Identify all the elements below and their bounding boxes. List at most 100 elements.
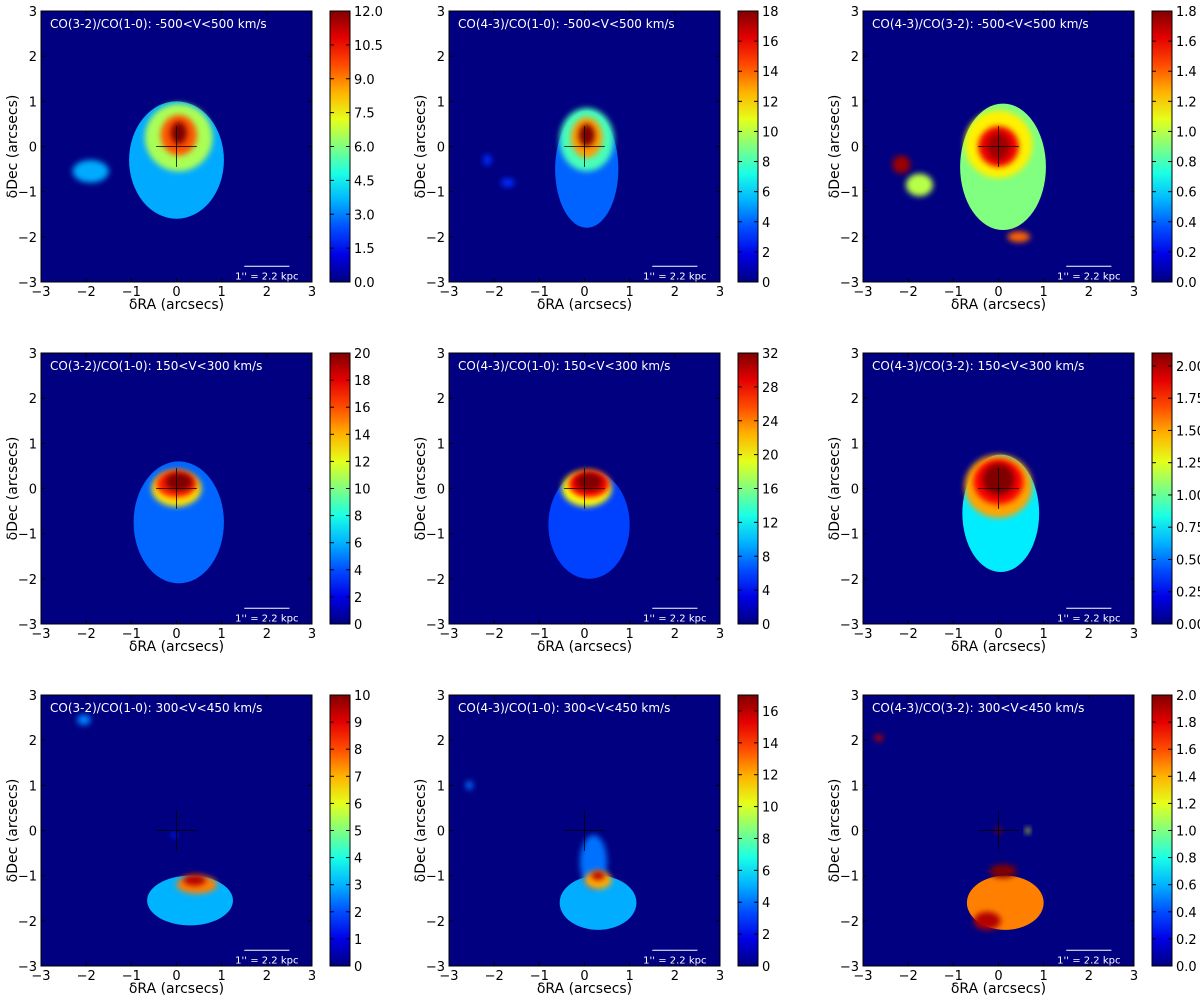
y-tick-label: 3 [29,347,37,362]
x-tick-label: 0 [994,627,1002,642]
y-tick-label: 3 [851,689,859,704]
y-tick-label: 2 [29,734,37,749]
colorbar-tick-label: 4 [762,216,770,231]
colorbar-tick-label: 4 [762,896,770,911]
colorbar-tick-label: 4 [354,564,362,579]
y-tick-label: −3 [18,960,37,975]
x-tick-label: −2 [77,285,96,300]
scale-bar-label: 1'' = 2.2 kpc [235,956,298,967]
y-tick-label: −3 [18,276,37,291]
colorbar-tick-label: 32 [762,347,779,362]
y-tick-label: 2 [437,734,445,749]
x-axis-label: δRA (arcsecs) [951,297,1046,313]
x-axis-label: δRA (arcsecs) [537,981,632,997]
colorbar-tick-label: 12.0 [354,5,383,20]
emission-region [165,472,193,491]
y-tick-label: 2 [851,734,859,749]
colorbar-tick-label: 10 [354,483,371,498]
colorbar [737,694,759,967]
x-tick-label: −3 [439,969,458,984]
y-axis-label: δDec (arcsecs) [413,95,429,199]
panel-title: CO(3-2)/CO(1-0): 300<V<450 km/s [50,701,262,715]
emission-region [183,874,206,886]
x-tick-label: 1 [218,285,226,300]
emission-region [559,875,637,930]
y-tick-label: −2 [426,915,445,930]
scale-bar-label: 1'' = 2.2 kpc [1057,956,1120,967]
colorbar-tick-label: 0.50 [1176,553,1200,568]
y-axis-label: δDec (arcsecs) [5,437,21,541]
x-tick-label: −1 [122,969,141,984]
scale-bar-label: 1'' = 2.2 kpc [235,272,298,283]
x-tick-label: −1 [530,969,549,984]
y-tick-label: −1 [840,186,859,201]
emission-region [591,871,605,881]
y-tick-label: −2 [18,915,37,930]
colorbar-tick-label: 20 [762,449,779,464]
y-axis-label: δDec (arcsecs) [827,95,843,199]
x-tick-label: 1 [626,285,634,300]
colorbar-tick-label: 0.8 [1176,852,1197,867]
y-tick-label: −1 [18,528,37,543]
emission-region [575,472,603,491]
colorbar-tick-label: 4.5 [354,174,375,189]
scale-bar-label: 1'' = 2.2 kpc [643,956,706,967]
colorbar-tick-label: 2 [762,928,770,943]
colorbar-tick-label: 0.00 [1176,618,1200,633]
y-tick-label: −3 [840,960,859,975]
y-tick-label: 0 [437,825,445,840]
colorbar-tick-label: 6 [762,186,770,201]
y-tick-label: 3 [29,689,37,704]
y-tick-label: −1 [840,528,859,543]
colorbar-tick-label: 0.2 [1176,933,1197,948]
colorbar-tick-label: 2.0 [1176,689,1197,704]
y-tick-label: −3 [426,276,445,291]
y-tick-label: −1 [18,186,37,201]
x-tick-label: −3 [853,285,872,300]
x-tick-label: −3 [31,285,50,300]
x-tick-label: 3 [716,969,724,984]
colorbar-tick-label: 1.6 [1176,743,1197,758]
x-tick-label: 2 [263,627,271,642]
colorbar-tick-label: 14 [762,737,779,752]
colorbar-tick-label: 1.00 [1176,489,1200,504]
colorbar-tick-label: 3.0 [354,208,375,223]
x-tick-label: −1 [122,627,141,642]
emission-region [973,911,1001,930]
emission-region [905,173,934,197]
colorbar-tick-label: 8 [762,156,770,171]
y-tick-label: −1 [426,528,445,543]
y-tick-label: 3 [29,5,37,20]
y-tick-label: −3 [426,618,445,633]
y-tick-label: −3 [840,618,859,633]
ratio-map-panel: CO(3-2)/CO(1-0): 150<V<300 km/s 1'' = 2.2… [5,347,371,655]
y-tick-label: −2 [18,573,37,588]
y-tick-label: 1 [437,437,445,452]
colorbar-tick-label: 18 [354,374,371,389]
y-tick-label: 1 [851,95,859,110]
x-tick-label: 0 [172,627,180,642]
x-tick-label: 1 [1040,969,1048,984]
ratio-map-panel: CO(4-3)/CO(3-2): 300<V<450 km/s 1'' = 2.2… [827,689,1197,997]
x-tick-label: −2 [899,627,918,642]
colorbar-tick-label: 12 [354,455,371,470]
emission-region [1025,827,1031,834]
x-tick-label: 1 [626,627,634,642]
x-tick-label: −2 [485,969,504,984]
y-tick-label: 2 [29,392,37,407]
x-tick-label: 3 [716,627,724,642]
ratio-map-panel: CO(4-3)/CO(3-2): 150<V<300 km/s 1'' = 2.2… [827,347,1200,655]
colorbar-tick-label: 1.2 [1176,797,1197,812]
colorbar-tick-label: 7 [354,770,362,785]
x-tick-label: −2 [485,627,504,642]
x-tick-label: 1 [1040,285,1048,300]
x-tick-label: −1 [530,285,549,300]
emission-region [465,780,473,790]
panel-title: CO(4-3)/CO(3-2): -500<V<500 km/s [872,17,1089,31]
x-tick-label: −3 [853,969,872,984]
y-tick-label: 3 [851,347,859,362]
colorbar-tick-label: 1.75 [1176,392,1200,407]
x-tick-label: 0 [172,969,180,984]
x-tick-label: 2 [671,627,679,642]
colorbar-tick-label: 7.5 [354,107,375,122]
